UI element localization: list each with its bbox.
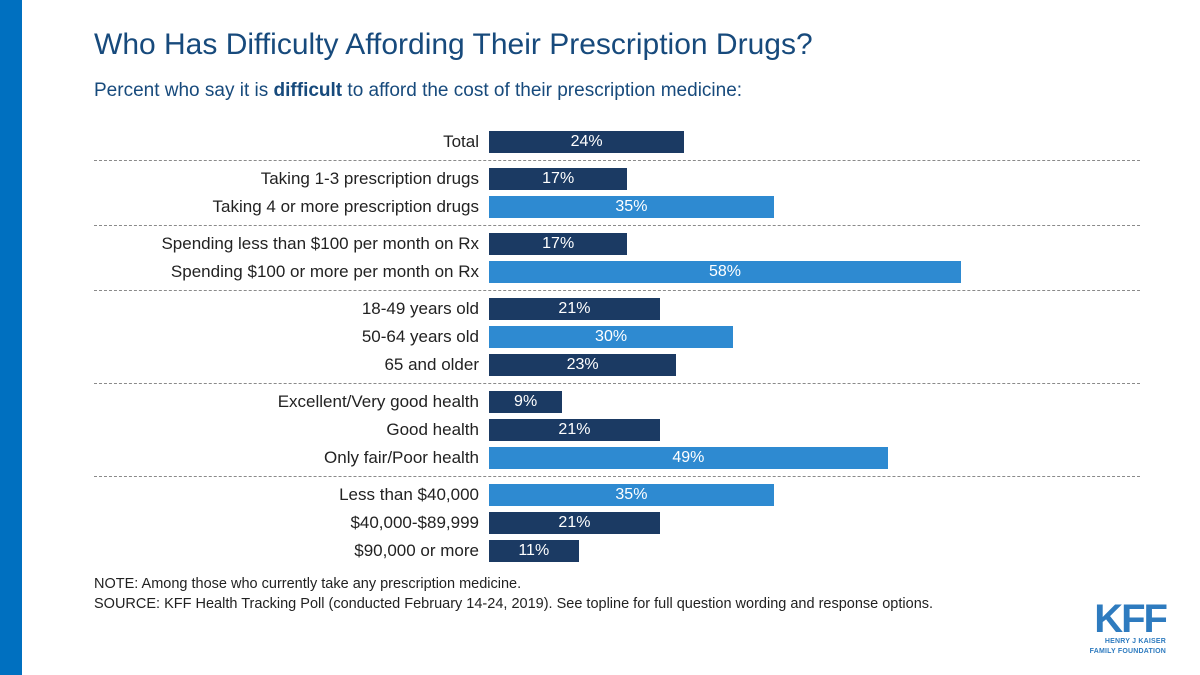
bar-value: 49% bbox=[672, 449, 704, 467]
bar-value: 24% bbox=[571, 133, 603, 151]
bar: 21% bbox=[489, 298, 660, 320]
bar-cell: 9% bbox=[489, 391, 1140, 413]
chart-row: Excellent/Very good health 9% bbox=[94, 388, 1140, 416]
bar: 21% bbox=[489, 512, 660, 534]
bar-value: 21% bbox=[558, 514, 590, 532]
row-label: Spending $100 or more per month on Rx bbox=[94, 262, 489, 282]
row-label: Excellent/Very good health bbox=[94, 392, 489, 412]
row-label: Spending less than $100 per month on Rx bbox=[94, 234, 489, 254]
bar-value: 21% bbox=[558, 421, 590, 439]
bar-cell: 58% bbox=[489, 261, 1140, 283]
row-label: Total bbox=[94, 132, 489, 152]
bar: 24% bbox=[489, 131, 684, 153]
chart-row: Total 24% bbox=[94, 128, 1140, 156]
bar-cell: 30% bbox=[489, 326, 1140, 348]
bar-value: 17% bbox=[542, 235, 574, 253]
bar-cell: 17% bbox=[489, 233, 1140, 255]
bar-value: 35% bbox=[615, 198, 647, 216]
chart-row: Taking 4 or more prescription drugs 35% bbox=[94, 193, 1140, 221]
logo-main: KFF bbox=[1090, 602, 1166, 636]
subtitle-pre: Percent who say it is bbox=[94, 80, 274, 101]
row-label: Taking 4 or more prescription drugs bbox=[94, 197, 489, 217]
row-label: Taking 1-3 prescription drugs bbox=[94, 169, 489, 189]
chart-row: Only fair/Poor health 49% bbox=[94, 444, 1140, 472]
bar-value: 11% bbox=[518, 542, 549, 560]
bar-cell: 21% bbox=[489, 298, 1140, 320]
chart-group: Total 24% bbox=[94, 124, 1140, 161]
bar: 9% bbox=[489, 391, 562, 413]
chart-title: Who Has Difficulty Affording Their Presc… bbox=[94, 28, 1140, 62]
chart-row: Taking 1-3 prescription drugs 17% bbox=[94, 165, 1140, 193]
bar-cell: 49% bbox=[489, 447, 1140, 469]
chart-row: $90,000 or more 11% bbox=[94, 537, 1140, 565]
row-label: 18-49 years old bbox=[94, 299, 489, 319]
row-label: Good health bbox=[94, 420, 489, 440]
bar-value: 21% bbox=[558, 300, 590, 318]
row-label: Less than $40,000 bbox=[94, 485, 489, 505]
chart-group: Spending less than $100 per month on Rx 1… bbox=[94, 226, 1140, 291]
bar-value: 35% bbox=[615, 486, 647, 504]
chart-group: Less than $40,000 35% $40,000-$89,999 21% $9… bbox=[94, 477, 1140, 569]
chart-subtitle: Percent who say it is difficult to affor… bbox=[94, 80, 1140, 102]
chart-row: $40,000-$89,999 21% bbox=[94, 509, 1140, 537]
chart-group: Taking 1-3 prescription drugs 17% Taking 4… bbox=[94, 161, 1140, 226]
row-label: 65 and older bbox=[94, 355, 489, 375]
bar: 23% bbox=[489, 354, 676, 376]
bar-value: 23% bbox=[567, 356, 599, 374]
bar: 30% bbox=[489, 326, 733, 348]
bar-value: 9% bbox=[514, 393, 537, 411]
bar: 11% bbox=[489, 540, 579, 562]
left-accent-bar bbox=[0, 0, 22, 675]
row-label: $40,000-$89,999 bbox=[94, 513, 489, 533]
row-label: 50-64 years old bbox=[94, 327, 489, 347]
chart-row: Less than $40,000 35% bbox=[94, 481, 1140, 509]
bar-chart: Total 24% Taking 1-3 prescription drugs 17%… bbox=[94, 124, 1140, 569]
bar-value: 30% bbox=[595, 328, 627, 346]
note-text: NOTE: Among those who currently take any… bbox=[94, 575, 1140, 595]
chart-group: Excellent/Very good health 9% Good health 2… bbox=[94, 384, 1140, 477]
kff-logo: KFF HENRY J KAISER FAMILY FOUNDATION bbox=[1090, 602, 1166, 655]
subtitle-post: to afford the cost of their prescription… bbox=[342, 80, 742, 101]
row-label: $90,000 or more bbox=[94, 541, 489, 561]
bar-cell: 24% bbox=[489, 131, 1140, 153]
chart-group: 18-49 years old 21% 50-64 years old 30% 65 a… bbox=[94, 291, 1140, 384]
chart-row: 50-64 years old 30% bbox=[94, 323, 1140, 351]
bar-cell: 21% bbox=[489, 512, 1140, 534]
logo-sub2: FAMILY FOUNDATION bbox=[1090, 648, 1166, 655]
chart-row: 18-49 years old 21% bbox=[94, 295, 1140, 323]
bar: 49% bbox=[489, 447, 888, 469]
chart-row: 65 and older 23% bbox=[94, 351, 1140, 379]
bar-cell: 17% bbox=[489, 168, 1140, 190]
bar: 21% bbox=[489, 419, 660, 441]
bar-cell: 11% bbox=[489, 540, 1140, 562]
bar-cell: 21% bbox=[489, 419, 1140, 441]
bar-cell: 35% bbox=[489, 196, 1140, 218]
chart-row: Good health 21% bbox=[94, 416, 1140, 444]
bar: 17% bbox=[489, 233, 627, 255]
bar-cell: 23% bbox=[489, 354, 1140, 376]
bar: 17% bbox=[489, 168, 627, 190]
chart-row: Spending $100 or more per month on Rx 58% bbox=[94, 258, 1140, 286]
bar: 35% bbox=[489, 484, 774, 506]
bar: 58% bbox=[489, 261, 961, 283]
footnotes: NOTE: Among those who currently take any… bbox=[94, 575, 1140, 614]
source-text: SOURCE: KFF Health Tracking Poll (conduc… bbox=[94, 595, 1140, 615]
slide-content: Who Has Difficulty Affording Their Presc… bbox=[22, 0, 1200, 675]
subtitle-bold: difficult bbox=[274, 80, 343, 101]
bar-value: 17% bbox=[542, 170, 574, 188]
bar-cell: 35% bbox=[489, 484, 1140, 506]
bar: 35% bbox=[489, 196, 774, 218]
bar-value: 58% bbox=[709, 263, 741, 281]
row-label: Only fair/Poor health bbox=[94, 448, 489, 468]
chart-row: Spending less than $100 per month on Rx 1… bbox=[94, 230, 1140, 258]
